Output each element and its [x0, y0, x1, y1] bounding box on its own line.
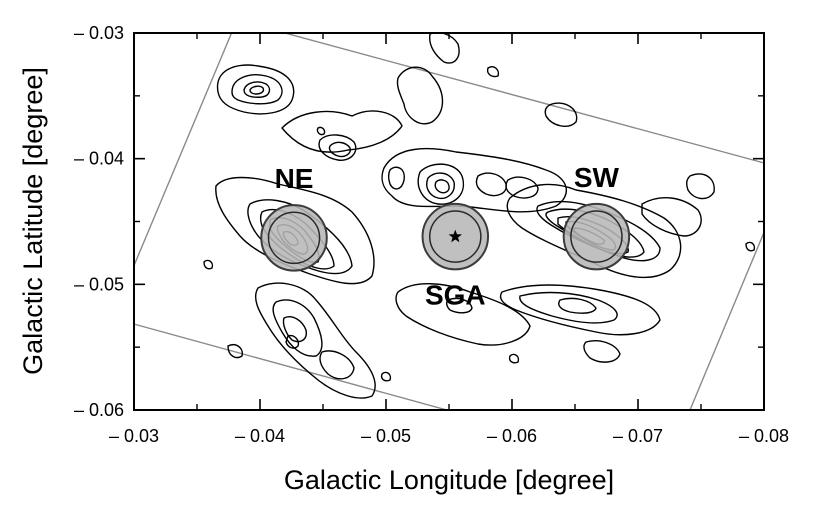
x-tick-label: – 0.05: [361, 426, 411, 446]
region-markers: NE SGA SW: [260, 162, 631, 310]
y-tick-label: – 0.03: [74, 23, 124, 43]
y-axis-label: Galactic Latitude [degree]: [18, 67, 48, 375]
x-tick-label: – 0.03: [109, 426, 159, 446]
region-inner-circle-sga: [428, 210, 482, 263]
region-label-sga: SGA: [425, 279, 486, 310]
y-tick-label: – 0.04: [74, 149, 124, 169]
x-axis: – 0.03 – 0.04 – 0.05 – 0.06 – 0.07 – 0.08: [109, 33, 789, 446]
region-circle-ne: [260, 204, 328, 272]
region-circle-sw: [562, 202, 631, 271]
region-label-ne: NE: [275, 163, 314, 194]
y-tick-label: – 0.05: [74, 274, 124, 294]
y-tick-label: – 0.06: [74, 400, 124, 420]
x-tick-label: – 0.07: [613, 426, 663, 446]
region-inner-circle-sw: [570, 210, 623, 263]
x-tick-label: – 0.08: [739, 426, 789, 446]
region-inner-circle-ne: [267, 211, 321, 265]
x-axis-label: Galactic Longitude [degree]: [284, 465, 614, 495]
observation-footprint: [134, 33, 764, 410]
y-axis: – 0.03 – 0.04 – 0.05 – 0.06: [74, 23, 764, 420]
x-tick-label: – 0.06: [487, 426, 537, 446]
x-tick-label: – 0.04: [235, 426, 285, 446]
star-marker-sga: [448, 229, 462, 243]
region-label-sw: SW: [574, 162, 620, 193]
